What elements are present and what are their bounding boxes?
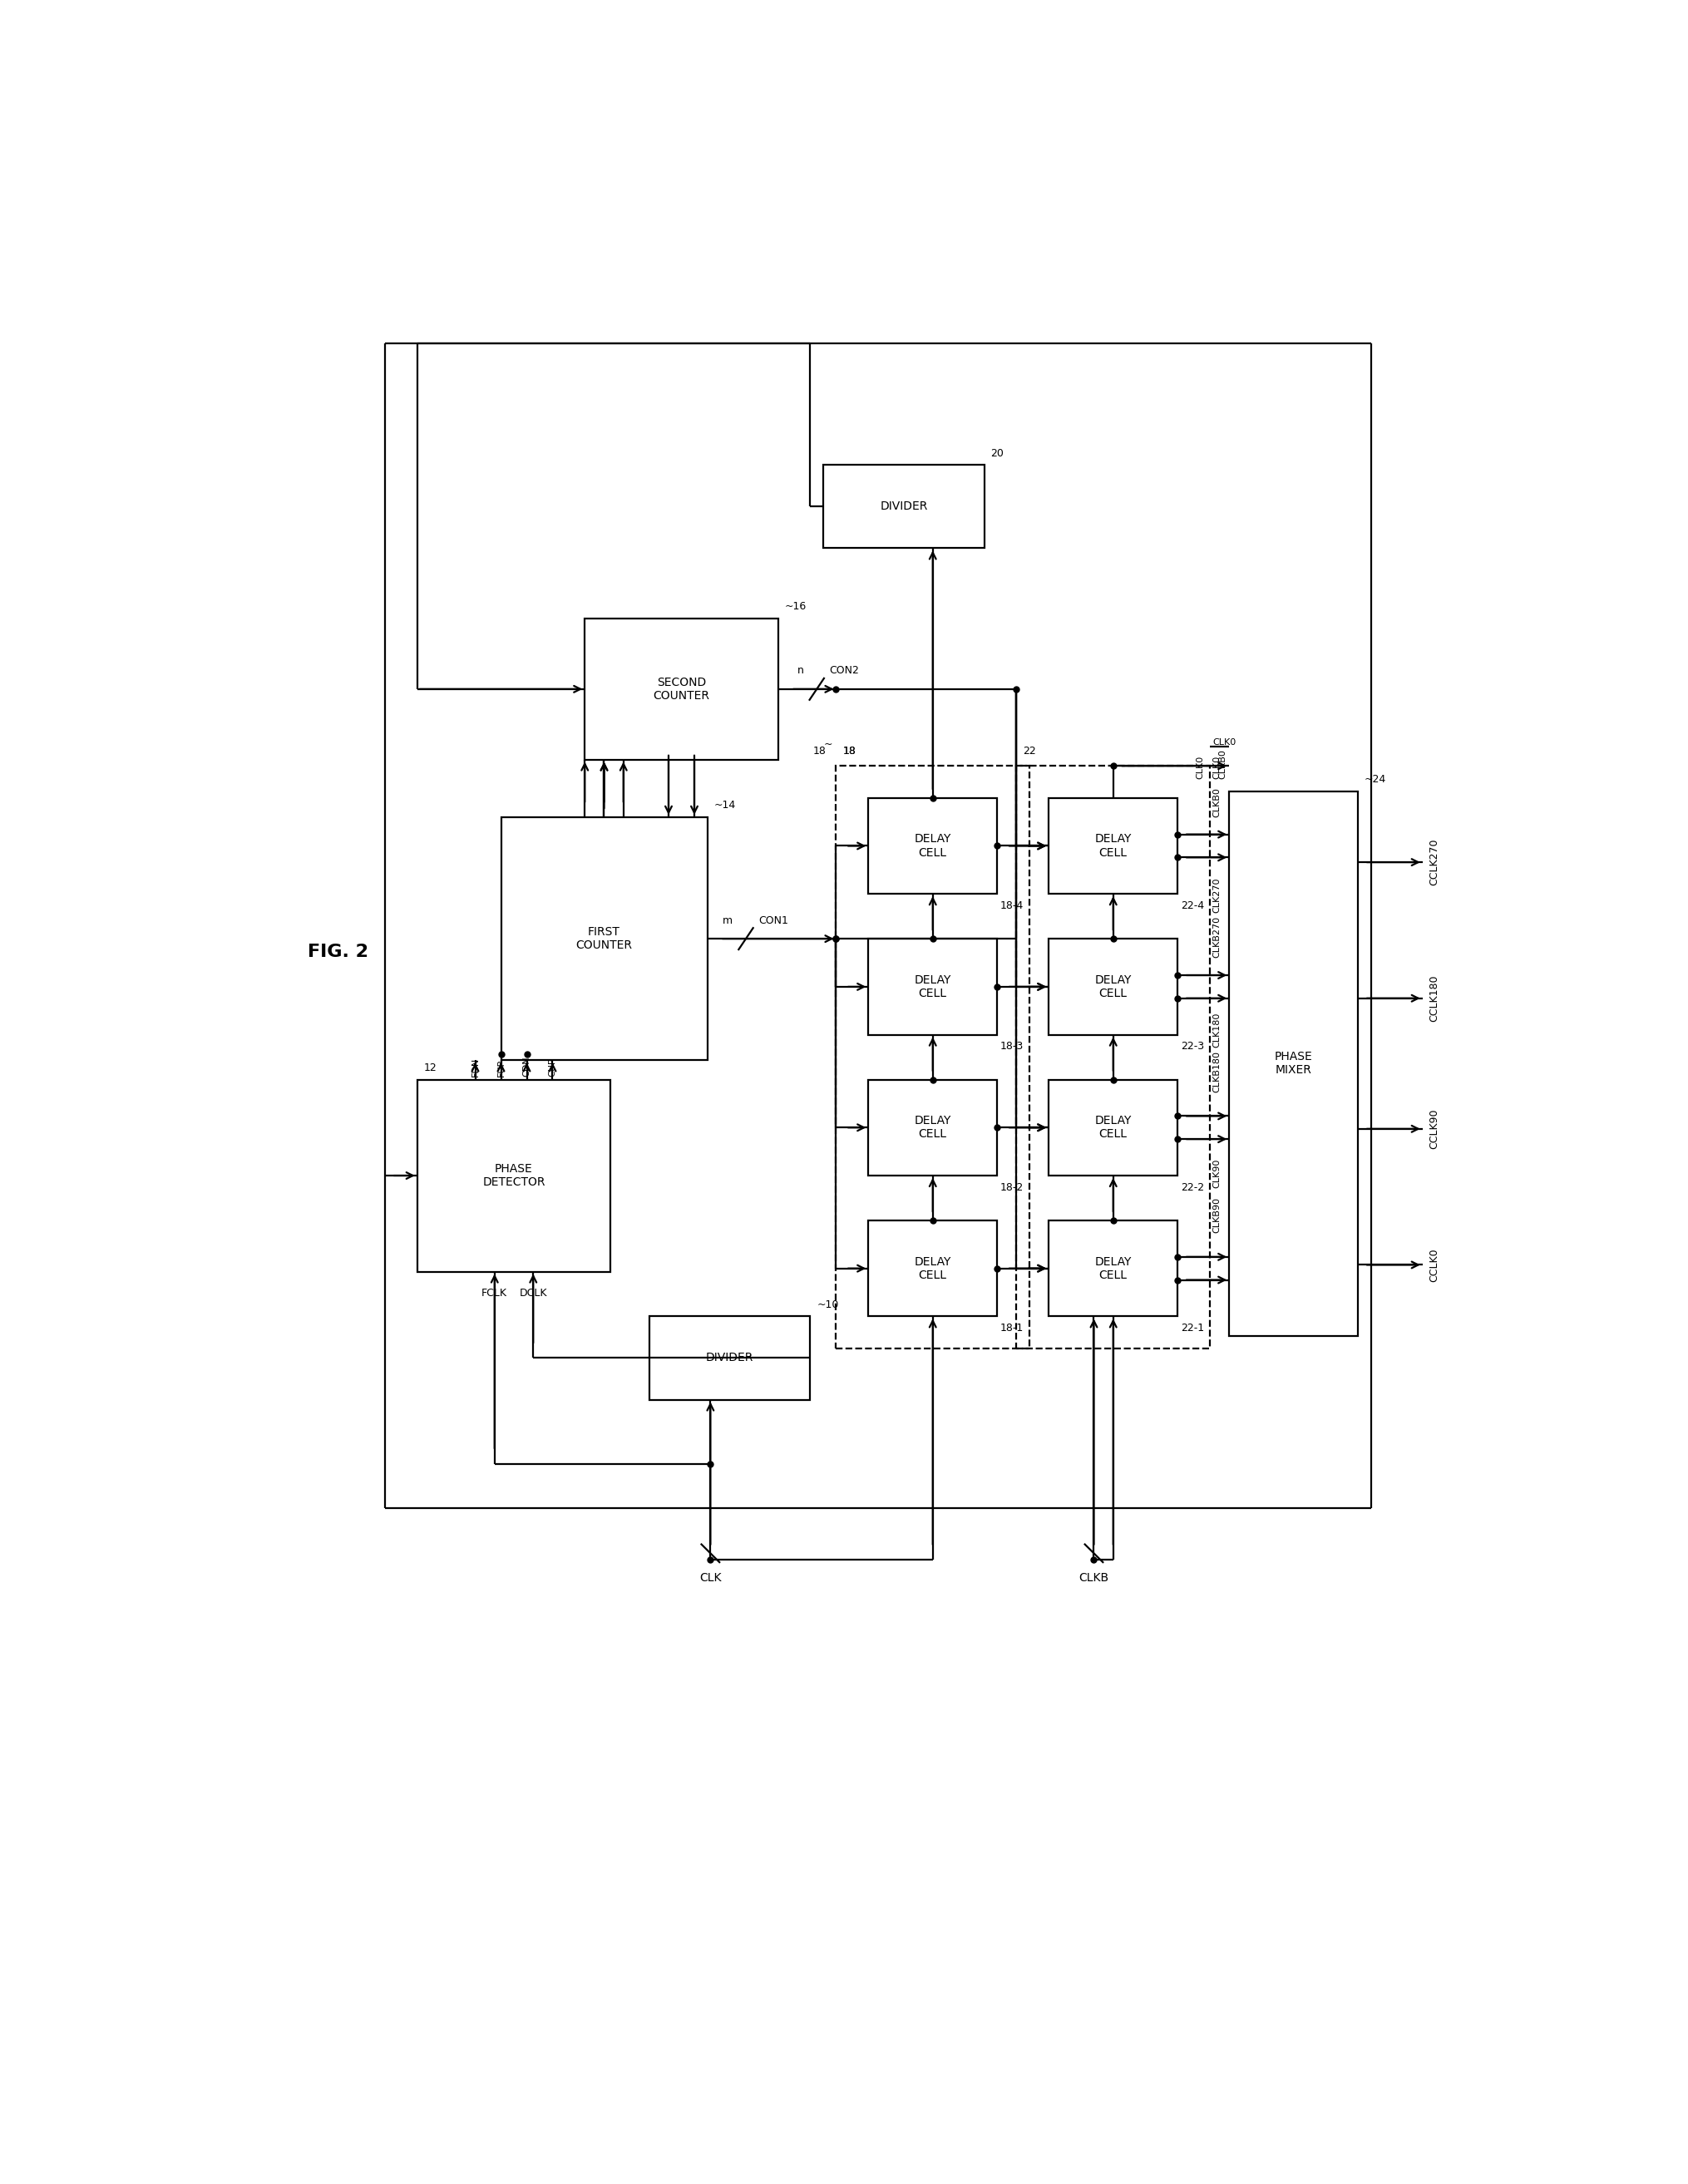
Text: CLK0: CLK0: [1214, 738, 1237, 747]
Text: CLK0: CLK0: [1197, 756, 1204, 780]
Bar: [1048, 939, 1178, 1035]
Text: 18-3: 18-3: [1001, 1042, 1025, 1053]
Text: CLK270: CLK270: [1214, 878, 1222, 913]
Text: DELAY
CELL: DELAY CELL: [1096, 1116, 1131, 1140]
Text: DIVIDER: DIVIDER: [706, 1352, 753, 1363]
Text: CLKB0: CLKB0: [1219, 749, 1227, 780]
Text: CON2: CON2: [830, 666, 859, 677]
Text: CCLK0: CCLK0: [1430, 1247, 1440, 1282]
Text: FDN: FDN: [471, 1057, 479, 1077]
Text: CLK90: CLK90: [1214, 1160, 1222, 1188]
Text: 22-3: 22-3: [1182, 1042, 1204, 1053]
Text: 18: 18: [814, 745, 827, 756]
Text: FCLK: FCLK: [481, 1289, 508, 1299]
Text: CLKB90: CLKB90: [1214, 1197, 1222, 1234]
Text: PHASE
MIXER: PHASE MIXER: [1274, 1051, 1313, 1077]
Bar: [1048, 1221, 1178, 1317]
Text: 18: 18: [842, 745, 856, 756]
Text: CLKB270: CLKB270: [1214, 917, 1222, 959]
Text: CLKB: CLKB: [1079, 1572, 1109, 1583]
Bar: [1016, 767, 1210, 1348]
Text: FUP: FUP: [496, 1059, 505, 1077]
Text: CLKB180: CLKB180: [1214, 1051, 1222, 1092]
Text: PHASE
DETECTOR: PHASE DETECTOR: [483, 1164, 545, 1188]
Bar: [501, 817, 707, 1061]
Text: 18: 18: [842, 745, 856, 756]
Text: CCLK180: CCLK180: [1430, 974, 1440, 1022]
Text: m: m: [722, 915, 733, 926]
Bar: [650, 1317, 810, 1400]
Bar: [868, 939, 998, 1035]
Text: 18-4: 18-4: [1001, 900, 1025, 911]
Text: CLK: CLK: [699, 1572, 721, 1583]
Text: FIRST
COUNTER: FIRST COUNTER: [576, 926, 633, 952]
Bar: [1048, 797, 1178, 893]
Text: 22-1: 22-1: [1182, 1324, 1204, 1334]
Text: DELAY
CELL: DELAY CELL: [1096, 974, 1131, 1000]
Text: SECOND
COUNTER: SECOND COUNTER: [653, 677, 709, 701]
Bar: [1048, 1079, 1178, 1175]
Text: n: n: [797, 666, 803, 677]
Bar: [417, 1079, 611, 1271]
Text: CLK0: CLK0: [1214, 756, 1222, 780]
Text: ~24: ~24: [1364, 775, 1386, 784]
Text: ~: ~: [824, 738, 832, 749]
Bar: [1229, 791, 1359, 1337]
Text: DCLK: DCLK: [520, 1289, 547, 1299]
Text: CON1: CON1: [760, 915, 788, 926]
Text: DELAY
CELL: DELAY CELL: [915, 1116, 952, 1140]
Bar: [584, 618, 778, 760]
Bar: [836, 767, 1030, 1348]
Text: CLK180: CLK180: [1214, 1013, 1222, 1048]
Text: CCLK270: CCLK270: [1430, 839, 1440, 887]
Text: FIG. 2: FIG. 2: [307, 943, 368, 959]
Text: 22: 22: [1023, 745, 1036, 756]
Text: DELAY
CELL: DELAY CELL: [1096, 834, 1131, 858]
Text: 18-1: 18-1: [1001, 1324, 1025, 1334]
Text: DELAY
CELL: DELAY CELL: [915, 1256, 952, 1282]
Text: DELAY
CELL: DELAY CELL: [1096, 1256, 1131, 1282]
Bar: [868, 797, 998, 893]
Text: DIVIDER: DIVIDER: [879, 500, 928, 513]
Text: 22-4: 22-4: [1182, 900, 1204, 911]
Text: CLKB0: CLKB0: [1214, 786, 1222, 817]
Text: CDN: CDN: [523, 1055, 532, 1077]
Text: CUP: CUP: [549, 1057, 557, 1077]
Text: 12: 12: [424, 1061, 437, 1072]
Bar: [868, 1079, 998, 1175]
Bar: [868, 1221, 998, 1317]
Text: ~10: ~10: [817, 1299, 839, 1310]
Text: CCLK90: CCLK90: [1430, 1109, 1440, 1149]
Text: ~14: ~14: [714, 799, 736, 810]
Text: DELAY
CELL: DELAY CELL: [915, 834, 952, 858]
Bar: [824, 465, 984, 548]
Text: ~16: ~16: [785, 601, 807, 612]
Text: 22-2: 22-2: [1182, 1182, 1204, 1192]
Text: 20: 20: [991, 448, 1004, 459]
Text: DELAY
CELL: DELAY CELL: [915, 974, 952, 1000]
Text: 18-2: 18-2: [1001, 1182, 1025, 1192]
